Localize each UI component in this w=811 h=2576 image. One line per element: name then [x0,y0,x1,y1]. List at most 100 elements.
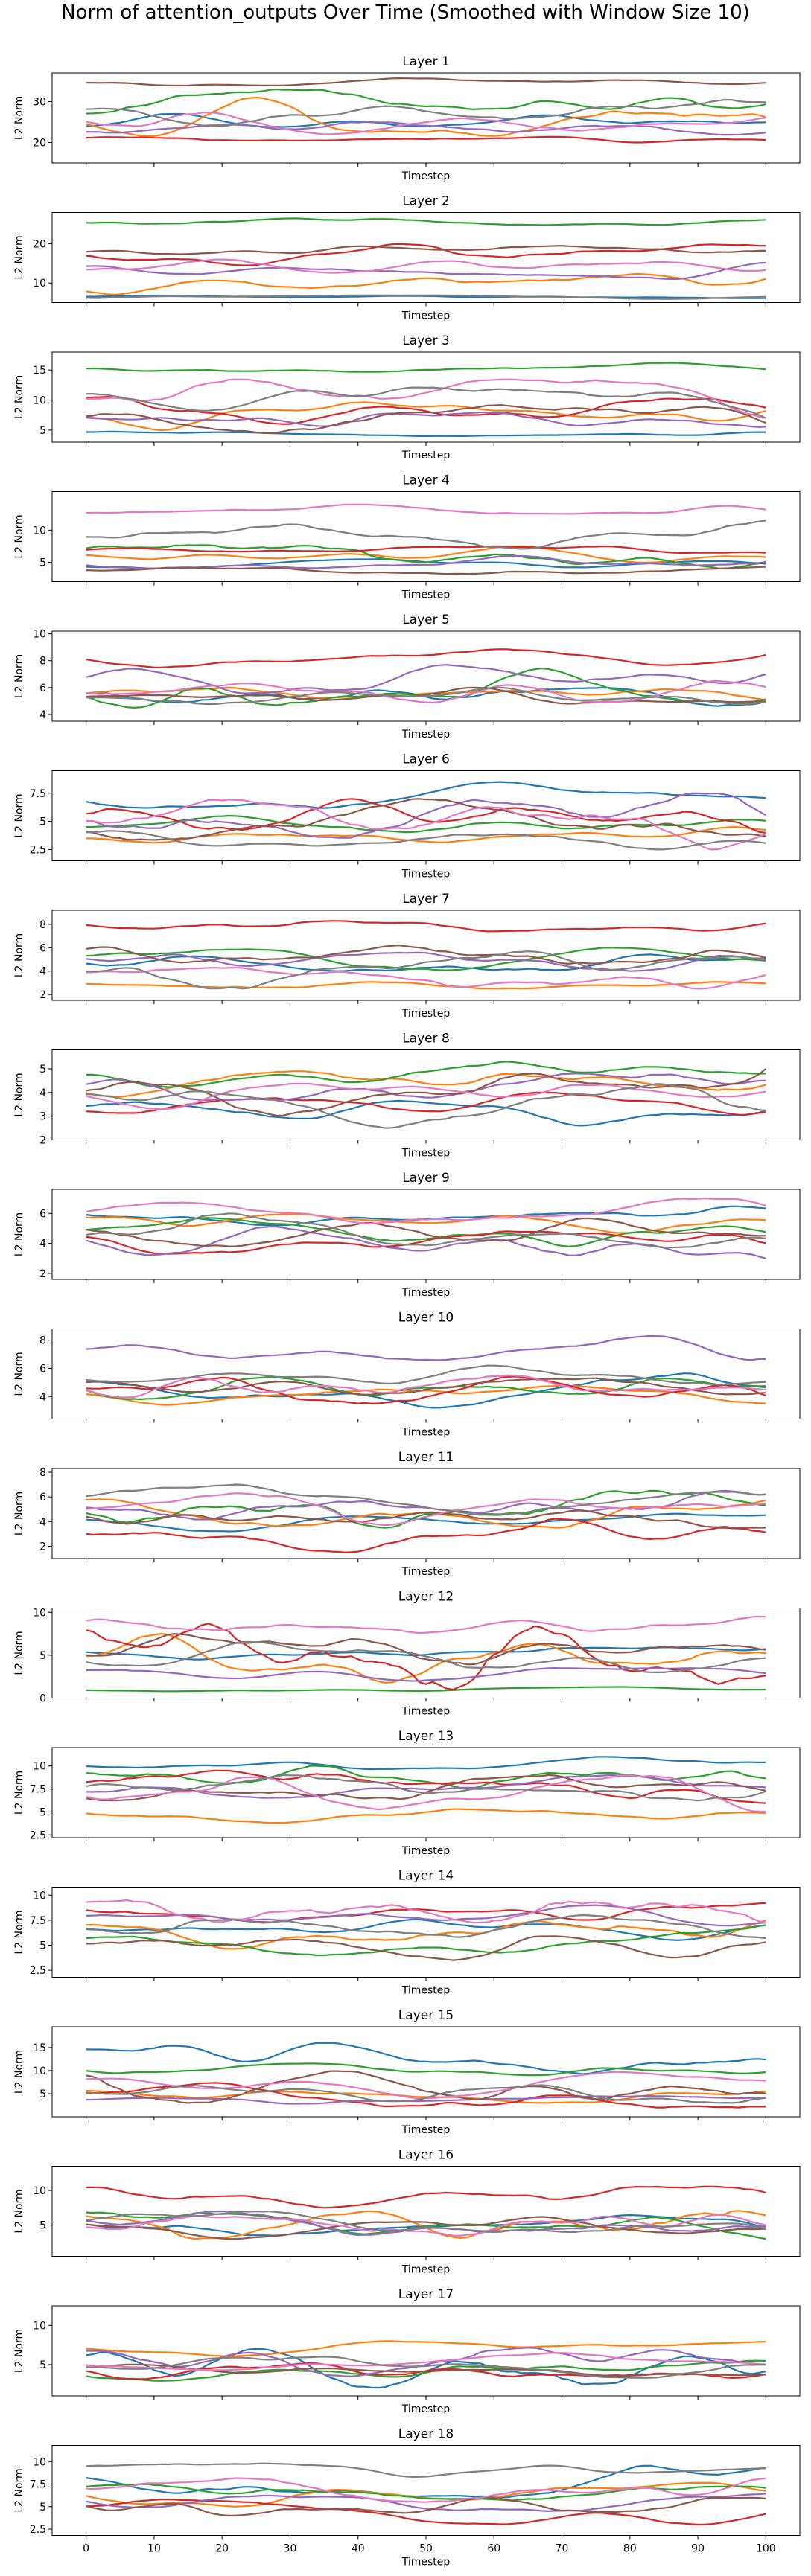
series-line [86,1364,766,1386]
series-line [86,1774,766,1799]
series-line [86,2477,766,2503]
y-tick-label: 5 [39,425,46,437]
y-tick-label: 10 [33,629,46,641]
series-group [86,77,766,144]
series-line [86,545,766,563]
subplot-layer-14: Layer 14 2.5 5 7.5 10 Timestep L2 Norm [13,1869,801,1997]
y-tick-label: 5 [39,1650,46,1662]
axes-frame [51,770,801,861]
y-axis-label: L2 Norm [13,375,25,419]
series-line [86,686,766,701]
subplot-layer-5: Layer 5 4 6 8 10 Timestep L2 Norm [13,613,801,741]
series-group [86,1061,767,1129]
series-group [86,2462,766,2526]
subplot-layer-4: Layer 4 5 10 Timestep L2 Norm [13,473,801,601]
series-line [86,121,766,136]
series-line [86,2084,766,2104]
y-tick-label: 0 [39,1693,46,1705]
series-line [86,362,766,373]
y-tick-label: 8 [39,919,46,931]
series-line [86,1384,766,1406]
series-line [86,950,766,990]
series-line [86,2042,766,2075]
subplot-layer-11: Layer 11 2 4 6 8 Timestep L2 Norm [13,1450,801,1578]
x-axis-label: Timestep [401,2124,451,2136]
x-tick-label: 10 [147,2543,161,2555]
x-axis-label: Timestep [401,2264,451,2276]
series-line [86,245,766,255]
subplot-layer-8: Layer 8 2 3 4 5 Timestep L2 Norm [13,1032,801,1160]
series-line [86,1686,766,1693]
series-line [86,792,766,839]
y-tick-label: 15 [33,365,46,377]
series-line [86,1226,766,1259]
y-tick-label: 5 [39,1940,46,1952]
subplot-layer-17: Layer 17 5 10 Timestep L2 Norm [13,2287,801,2415]
x-axis-label: Timestep [401,2557,451,2569]
series-line [86,386,766,419]
y-tick-label: 5 [39,1064,46,1076]
y-tick-label: 2 [39,1541,46,1553]
series-line [86,1335,766,1361]
y-axis-label: L2 Norm [13,514,25,558]
series-line [86,1374,766,1399]
series-line [86,966,766,990]
y-tick-label: 8 [39,656,46,668]
x-axis-label: Timestep [401,1706,451,1718]
figure-title: Norm of attention_outputs Over Time (Smo… [61,1,750,24]
y-tick-label: 4 [39,1516,46,1528]
series-line [86,947,766,971]
series-line [86,261,766,280]
y-tick-label: 30 [33,97,46,109]
x-axis-label: Timestep [401,310,451,322]
subplot-layer-3: Layer 3 5 10 15 Timestep L2 Norm [13,333,801,461]
x-tick-label: 70 [556,2543,569,2555]
y-tick-label: 2 [39,989,46,1001]
x-axis-label: Timestep [401,1148,451,1160]
series-line [86,2356,766,2379]
x-axis-label: Timestep [401,1985,451,1997]
y-tick-label: 2.5 [30,1965,46,1977]
series-line [86,920,766,933]
series-group [86,1756,766,1824]
series-line [86,951,766,972]
subplot-title: Layer 8 [402,1032,450,1046]
x-tick-label: 30 [284,2543,297,2555]
series-line [86,1899,766,1924]
subplot-layer-7: Layer 7 2 4 6 8 Timestep L2 Norm [13,892,801,1020]
series-line [86,1372,766,1409]
series-line [86,2185,766,2209]
series-line [86,830,766,851]
series-line [86,96,766,137]
y-tick-label: 10 [33,2456,46,2468]
series-line [86,544,766,570]
subplot-title: Layer 9 [402,1171,450,1186]
series-line [86,1756,766,1771]
y-tick-label: 3 [39,1111,46,1123]
y-axis-label: L2 Norm [13,2189,25,2233]
subplot-layer-9: Layer 9 2 4 6 Timestep L2 Norm [13,1171,801,1299]
y-tick-label: 10 [33,525,46,537]
y-axis-label: L2 Norm [13,654,25,698]
series-line [86,503,766,515]
series-line [86,243,766,266]
series-line [86,404,766,434]
series-group [86,217,766,300]
series-line [86,1217,766,1247]
y-tick-label: 6 [39,1208,46,1220]
x-axis-label: Timestep [401,869,451,880]
y-axis-label: L2 Norm [13,1910,25,1954]
subplot-title: Layer 2 [402,194,450,209]
series-line [86,1099,766,1127]
subplot-title: Layer 1 [402,54,450,69]
series-line [86,112,766,128]
series-line [86,1483,766,1516]
subplot-layer-15: Layer 15 5 10 15 Timestep L2 Norm [13,2008,801,2136]
series-group [86,920,766,990]
y-axis-label: L2 Norm [13,2050,25,2094]
series-line [86,1217,766,1247]
y-tick-label: 6 [39,1363,46,1375]
series-line [86,1924,766,1957]
subplot-title: Layer 6 [402,752,450,767]
